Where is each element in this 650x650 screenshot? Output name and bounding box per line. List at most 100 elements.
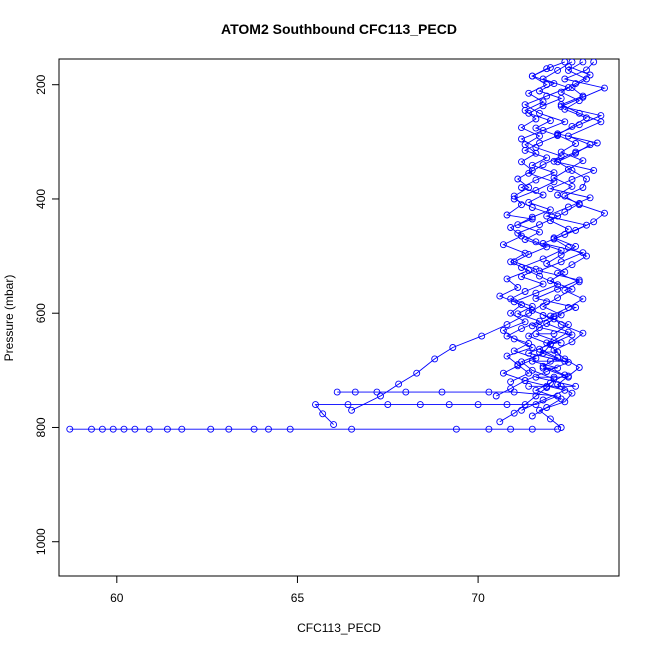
data-point — [543, 320, 551, 327]
data-point — [539, 126, 547, 134]
data-point — [528, 344, 536, 351]
data-point — [536, 267, 543, 275]
data-point — [499, 369, 507, 377]
data-point — [557, 251, 565, 259]
data-point — [546, 312, 554, 320]
data-point — [543, 382, 551, 390]
data-point — [539, 255, 547, 263]
data-point — [554, 364, 562, 372]
data-point — [503, 211, 511, 219]
data-point — [532, 176, 540, 184]
data-point — [564, 62, 572, 70]
data-point — [413, 369, 421, 377]
data-point — [586, 194, 594, 202]
data-point — [539, 302, 547, 310]
data-point — [528, 302, 536, 310]
data-point — [568, 389, 576, 397]
data-point — [384, 401, 392, 409]
data-point — [579, 295, 587, 303]
series-2 — [348, 298, 551, 414]
data-point — [546, 117, 554, 125]
data-point — [312, 401, 319, 409]
data-point — [88, 425, 95, 433]
data-point — [503, 401, 511, 409]
data-point — [554, 381, 562, 389]
data-point — [543, 154, 551, 162]
data-point — [225, 425, 233, 433]
data-point — [543, 404, 551, 411]
data-point — [514, 310, 522, 318]
data-point — [265, 425, 272, 433]
data-point — [568, 59, 576, 66]
data-point — [131, 425, 139, 433]
data-point — [564, 132, 572, 140]
data-point — [521, 288, 529, 295]
series-line — [499, 61, 573, 423]
data-point — [492, 392, 500, 400]
data-point — [536, 228, 543, 236]
data-point — [525, 184, 533, 191]
data-point — [568, 285, 576, 293]
data-point — [109, 425, 117, 433]
plot-frame — [58, 58, 620, 577]
chart-title: ATOM2 Southbound CFC113_PECD — [221, 21, 457, 37]
data-point — [583, 114, 590, 122]
series-line — [351, 301, 547, 411]
data-point — [348, 425, 356, 433]
data-point — [507, 224, 515, 231]
data-point — [521, 146, 529, 154]
data-point — [586, 71, 594, 79]
data-point — [528, 425, 536, 433]
data-point — [98, 425, 106, 433]
data-point — [568, 182, 576, 190]
data-point — [452, 425, 460, 433]
data-point — [539, 240, 547, 247]
data-point — [507, 378, 515, 386]
y-tick-label: 200 — [34, 74, 48, 94]
data-point — [539, 364, 547, 372]
data-point — [561, 59, 569, 66]
data-point — [546, 206, 554, 214]
data-point — [564, 321, 572, 329]
data-point — [572, 80, 580, 88]
data-point — [518, 201, 525, 209]
data-point — [532, 294, 540, 302]
data-point — [507, 385, 515, 393]
data-point — [120, 425, 128, 433]
data-point — [568, 261, 576, 269]
data-point — [590, 218, 598, 226]
data-point — [532, 186, 540, 194]
data-point — [528, 161, 536, 169]
series-line — [495, 61, 565, 397]
data-point — [510, 335, 518, 343]
data-point — [554, 348, 562, 356]
data-point — [550, 178, 558, 186]
data-point — [561, 357, 569, 365]
data-point — [561, 208, 569, 216]
data-point — [554, 130, 562, 138]
data-point — [536, 109, 543, 117]
data-point — [568, 338, 576, 346]
data-point — [532, 386, 540, 394]
series-0 — [66, 425, 562, 433]
data-point — [550, 330, 558, 338]
data-point — [521, 377, 529, 385]
series-line — [528, 315, 576, 387]
data-point — [66, 425, 74, 433]
data-point — [518, 406, 525, 414]
data-point — [564, 165, 572, 173]
data-point — [546, 185, 554, 193]
data-point — [525, 382, 533, 390]
y-axis-label: Pressure (mbar) — [2, 275, 16, 362]
data-point — [528, 166, 536, 174]
data-point — [550, 373, 558, 381]
data-point — [521, 236, 529, 243]
data-point — [539, 362, 547, 370]
data-point — [546, 340, 554, 348]
data-point — [532, 124, 540, 132]
data-point — [564, 66, 572, 74]
data-point — [528, 72, 536, 80]
data-point — [557, 152, 565, 160]
data-point — [579, 329, 587, 337]
x-tick-label: 70 — [471, 591, 485, 605]
